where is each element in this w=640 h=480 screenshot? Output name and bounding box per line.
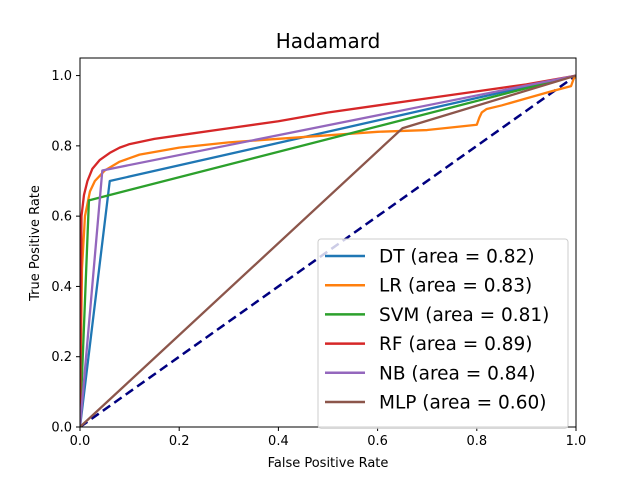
x-tick-label: 0.0 xyxy=(70,434,91,449)
x-axis-label: False Positive Rate xyxy=(268,456,389,471)
y-tick-label: 0.4 xyxy=(51,280,72,295)
x-tick-label: 0.4 xyxy=(268,434,289,449)
y-tick-label: 0.8 xyxy=(51,139,72,154)
reference-diagonal-line xyxy=(80,74,576,427)
legend-label-3: RF (area = 0.89) xyxy=(379,334,533,355)
legend-label-1: LR (area = 0.83) xyxy=(379,276,532,297)
series-line-0 xyxy=(80,74,576,427)
legend-box xyxy=(317,238,569,429)
legend-label-5: MLP (area = 0.60) xyxy=(379,393,546,414)
y-axis-label: True Positive Rate xyxy=(28,185,43,302)
series-line-5 xyxy=(80,74,576,427)
series-line-3 xyxy=(80,74,576,427)
x-tick-label: 1.0 xyxy=(566,434,587,449)
x-tick-label: 0.2 xyxy=(169,434,190,449)
series-line-4 xyxy=(80,74,576,427)
series-line-2 xyxy=(80,74,576,427)
x-tick-label: 0.6 xyxy=(367,434,388,449)
legend-label-4: NB (area = 0.84) xyxy=(379,363,536,384)
legend-label-0: DT (area = 0.82) xyxy=(379,247,535,268)
y-tick-label: 0.0 xyxy=(51,421,72,436)
legend-label-2: SVM (area = 0.81) xyxy=(379,305,549,326)
x-tick-label: 0.8 xyxy=(466,434,487,449)
plot-area: 0.0 0.2 0.4 0.6 0.8 1.0 0.0 0.2 0.4 0.6 0.8 1.0 xyxy=(51,57,587,449)
chart-title: Hadamard xyxy=(276,29,381,53)
y-tick-label: 1.0 xyxy=(51,69,72,84)
y-tick-label: 0.2 xyxy=(51,350,72,365)
legend: DT (area = 0.82) LR (area = 0.83) SVM (are… xyxy=(317,238,569,429)
y-tick-label: 0.6 xyxy=(51,210,72,225)
